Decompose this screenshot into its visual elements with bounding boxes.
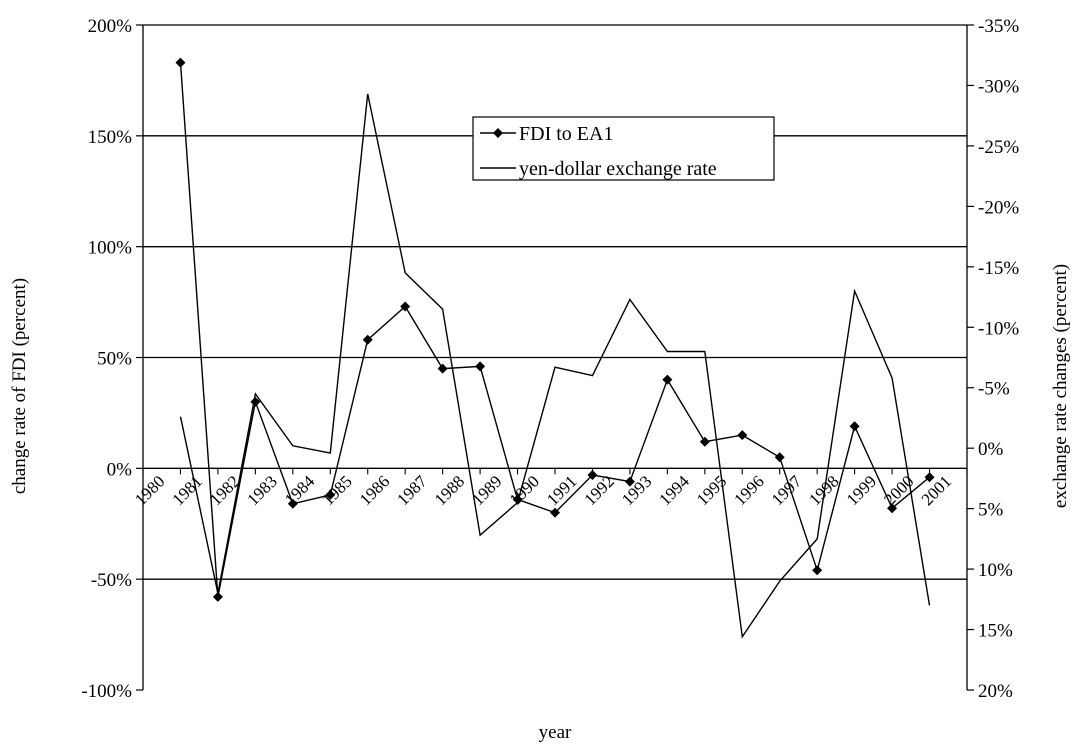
y2-tick-label: 0% bbox=[978, 439, 1004, 460]
data-point-fdi bbox=[325, 489, 336, 500]
y-tick-label: 0% bbox=[107, 459, 133, 480]
x-tick-label: 1985 bbox=[318, 472, 355, 509]
legend-label-fdi: FDI to EA1 bbox=[519, 123, 613, 145]
y2-tick-label: -25% bbox=[978, 137, 1019, 158]
data-point-fdi bbox=[475, 361, 486, 372]
legend: FDI to EA1 yen-dollar exchange rate bbox=[472, 116, 775, 181]
y2-tick-label: -30% bbox=[978, 76, 1019, 97]
data-point-fdi bbox=[774, 452, 785, 463]
y2-tick-label: 5% bbox=[978, 500, 1004, 521]
x-tick-label: 1989 bbox=[468, 472, 505, 509]
y-tick-label: -50% bbox=[91, 570, 132, 591]
x-tick-label: 2001 bbox=[918, 472, 955, 509]
y-tick-label: -100% bbox=[81, 681, 132, 702]
y2-tick-label: 10% bbox=[978, 560, 1013, 581]
y-tick-label: 100% bbox=[88, 238, 133, 259]
data-point-fdi bbox=[849, 421, 860, 432]
data-point-fdi bbox=[512, 494, 523, 505]
x-tick-label: 1996 bbox=[730, 472, 767, 509]
x-tick-label: 1987 bbox=[393, 471, 431, 509]
x-tick-label: 1997 bbox=[768, 471, 806, 509]
x-tick-label: 1999 bbox=[843, 472, 880, 509]
y2-axis-title: exchange rate changes (percent) bbox=[1050, 264, 1071, 508]
x-tick-label: 1994 bbox=[655, 471, 693, 509]
legend-box bbox=[472, 116, 775, 181]
series-line-yen bbox=[179, 93, 931, 639]
legend-label-yen: yen-dollar exchange rate bbox=[519, 158, 717, 180]
x-tick-label: 1984 bbox=[281, 471, 319, 509]
data-point-fdi bbox=[699, 436, 710, 447]
y-axis-title: change rate of FDI (percent) bbox=[9, 278, 30, 494]
x-tick-label: 1983 bbox=[243, 472, 280, 509]
axes bbox=[136, 24, 974, 691]
y2-tick-label: 20% bbox=[978, 681, 1013, 702]
x-tick-label: 1998 bbox=[805, 472, 842, 509]
x-tick-label: 1991 bbox=[543, 472, 580, 509]
data-point-fdi bbox=[924, 472, 935, 483]
data-point-fdi bbox=[362, 334, 373, 345]
legend-marker-fdi bbox=[493, 128, 503, 138]
y2-tick-label: -15% bbox=[978, 258, 1019, 279]
data-point-fdi bbox=[400, 301, 411, 312]
x-tick-label: 1993 bbox=[618, 472, 655, 509]
x-tick-label: 1980 bbox=[131, 472, 168, 509]
data-point-fdi bbox=[662, 374, 673, 385]
y2-tick-label: -20% bbox=[978, 197, 1019, 218]
y2-tick-label: -10% bbox=[978, 318, 1019, 339]
data-point-fdi bbox=[175, 57, 186, 68]
y2-tick-label: 15% bbox=[978, 621, 1013, 642]
data-point-fdi bbox=[550, 507, 560, 518]
x-tick-label: 1992 bbox=[581, 472, 618, 509]
y2-tick-label: -35% bbox=[978, 16, 1019, 37]
x-tick-label: 2000 bbox=[880, 472, 917, 509]
data-point-fdi bbox=[287, 498, 298, 509]
data-point-fdi bbox=[737, 430, 748, 441]
data-point-fdi bbox=[624, 476, 635, 487]
data-point-fdi bbox=[887, 503, 898, 514]
y2-tick-label: -5% bbox=[978, 379, 1010, 400]
y-tick-label: 200% bbox=[88, 16, 133, 37]
x-tick-label: 1988 bbox=[431, 472, 468, 509]
series bbox=[175, 57, 935, 639]
y-tick-label: 150% bbox=[88, 127, 133, 148]
data-point-fdi bbox=[587, 469, 598, 480]
data-point-fdi bbox=[437, 363, 448, 374]
data-point-fdi bbox=[812, 565, 823, 576]
y-tick-label: 50% bbox=[97, 349, 132, 370]
x-tick-label: 1986 bbox=[356, 472, 393, 509]
x-axis-title: year bbox=[539, 722, 572, 743]
data-point-fdi bbox=[212, 591, 223, 602]
x-tick-label: 1981 bbox=[169, 472, 206, 509]
